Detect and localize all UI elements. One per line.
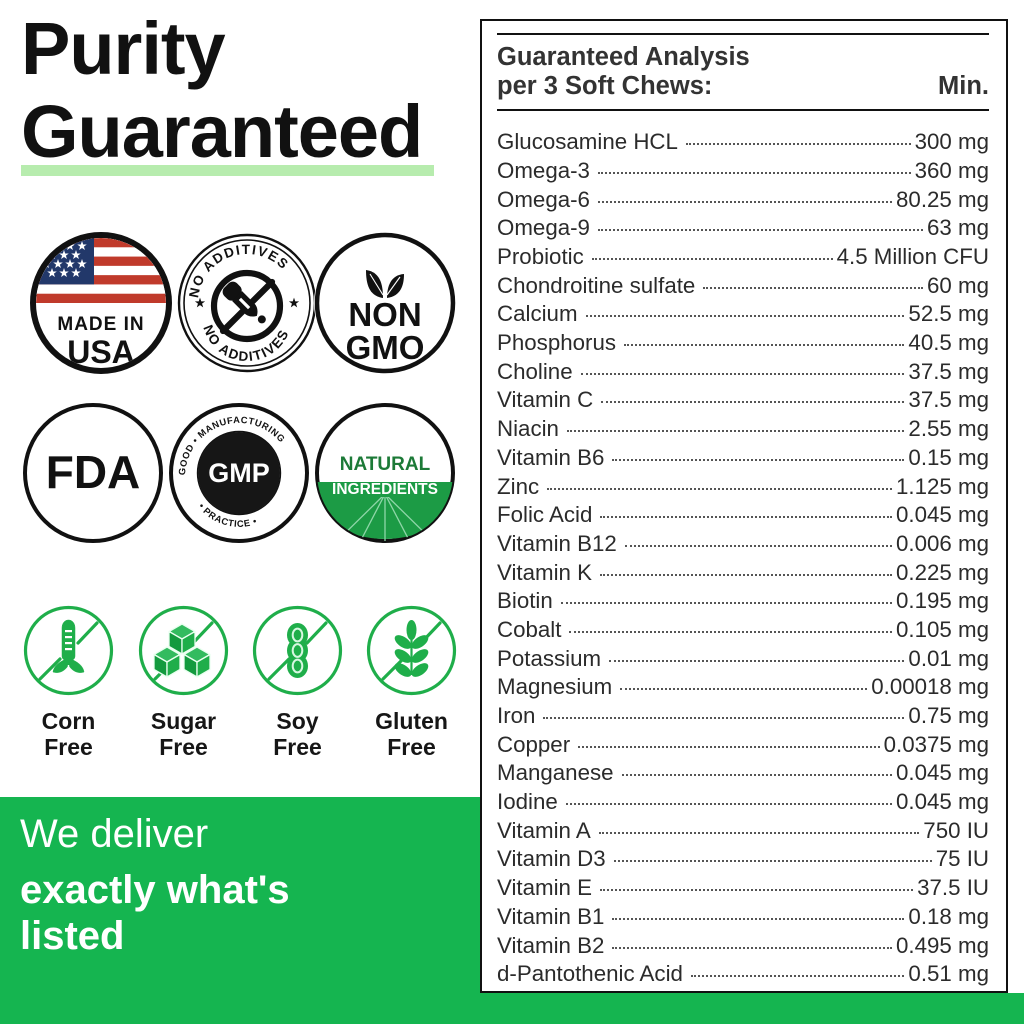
svg-text:GMP: GMP (208, 458, 270, 488)
svg-text:GMO: GMO (346, 329, 425, 366)
svg-text:INGREDIENTS: INGREDIENTS (332, 481, 438, 498)
svg-text:NATURAL: NATURAL (340, 454, 431, 475)
svg-text:FDA: FDA (46, 446, 141, 498)
svg-text:NON: NON (348, 296, 421, 333)
